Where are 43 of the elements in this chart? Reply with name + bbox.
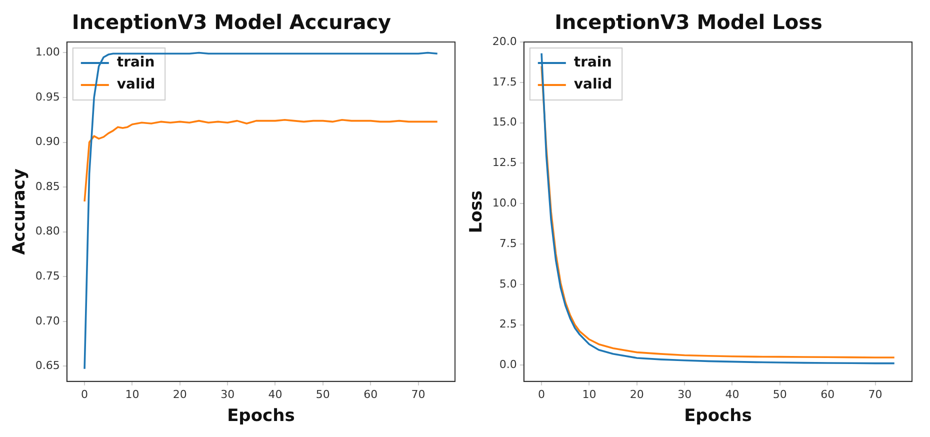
y-tick-label: 0.80 xyxy=(35,224,60,238)
y-axis-title: Loss xyxy=(466,190,487,234)
x-tick-label: 0 xyxy=(538,388,546,401)
x-tick-label: 50 xyxy=(772,388,787,401)
x-tick-label: 70 xyxy=(411,388,426,401)
x-tick-label: 70 xyxy=(868,388,882,401)
legend-label: train xyxy=(574,54,612,71)
y-tick-label: 12.5 xyxy=(492,156,517,170)
y-tick-label: 20.0 xyxy=(492,34,517,48)
y-tick-label: 0.85 xyxy=(35,180,60,193)
x-tick-label: 10 xyxy=(125,388,140,401)
legend-label: train xyxy=(116,54,155,71)
x-tick-label: 60 xyxy=(364,388,378,401)
x-tick-label: 40 xyxy=(268,388,282,401)
x-tick-label: 10 xyxy=(582,388,596,401)
x-tick-label: 0 xyxy=(81,388,88,401)
chart-title: InceptionV3 Model Accuracy xyxy=(72,10,392,34)
legend-label: valid xyxy=(574,76,612,93)
x-axis-title: Epochs xyxy=(227,406,295,426)
x-tick-label: 30 xyxy=(220,388,235,401)
y-tick-label: 0.70 xyxy=(35,314,60,328)
y-tick-label: 17.5 xyxy=(492,75,517,88)
x-tick-label: 40 xyxy=(725,388,740,401)
y-tick-label: 15.0 xyxy=(492,116,517,129)
legend-label: valid xyxy=(116,76,156,93)
x-tick-label: 60 xyxy=(820,388,835,401)
y-tick-label: 0.0 xyxy=(499,358,517,372)
x-tick-label: 20 xyxy=(172,388,187,401)
x-tick-label: 50 xyxy=(316,388,330,401)
y-axis-title: Accuracy xyxy=(10,168,30,255)
chart-title: InceptionV3 Model Loss xyxy=(554,10,822,34)
y-tick-label: 0.65 xyxy=(35,359,60,372)
y-tick-label: 1.00 xyxy=(35,46,60,59)
y-tick-label: 2.5 xyxy=(499,318,517,331)
y-tick-label: 0.75 xyxy=(35,269,60,282)
y-tick-label: 0.90 xyxy=(35,135,60,148)
y-tick-label: 5.0 xyxy=(499,277,517,290)
y-tick-label: 10.0 xyxy=(492,196,517,210)
x-tick-label: 20 xyxy=(630,388,644,401)
x-axis-title: Epochs xyxy=(684,406,752,426)
x-tick-label: 30 xyxy=(678,388,692,401)
y-tick-label: 0.95 xyxy=(35,90,60,104)
y-tick-label: 7.5 xyxy=(499,236,517,250)
